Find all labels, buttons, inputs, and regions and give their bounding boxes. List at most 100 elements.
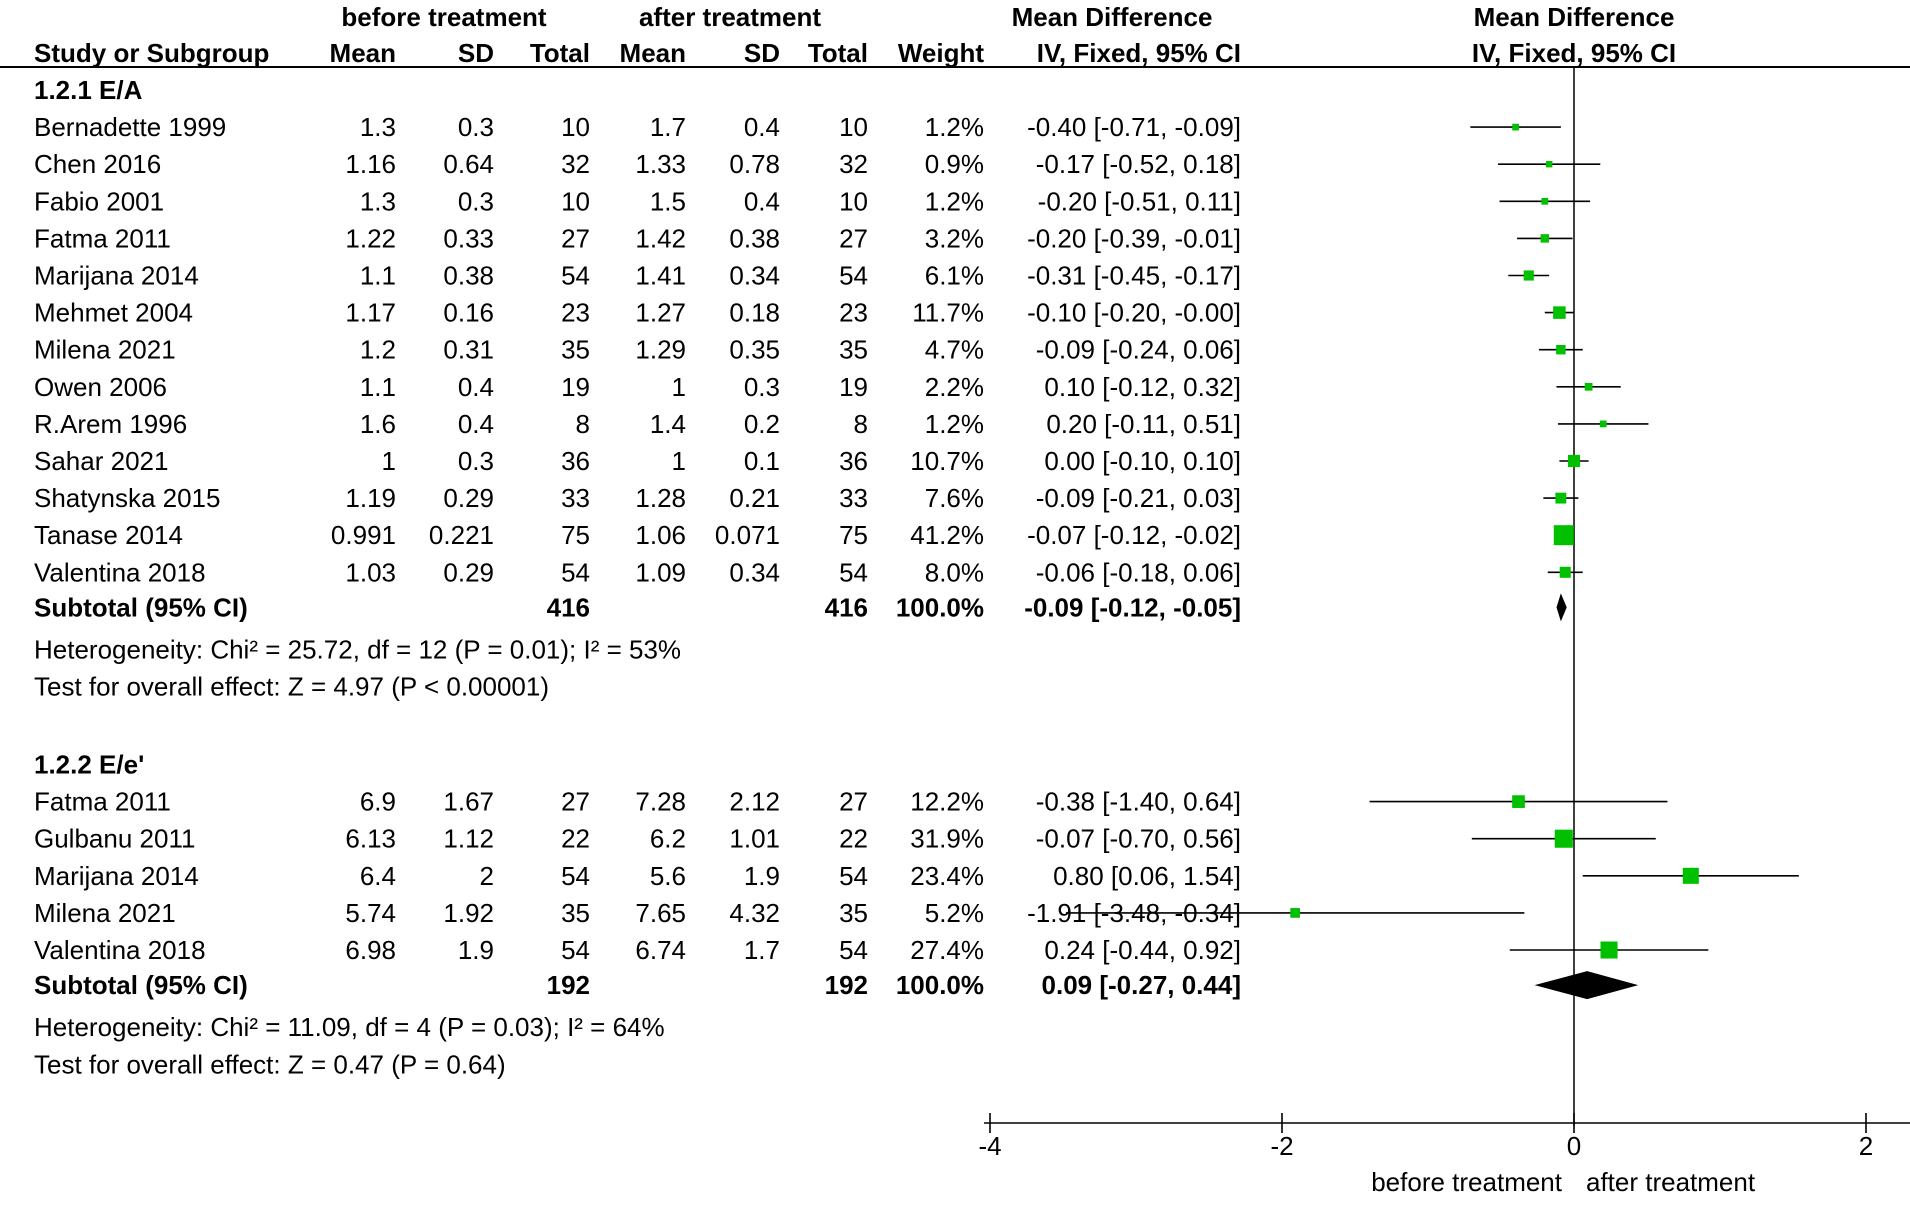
- total-before: 35: [561, 898, 590, 928]
- study-name: Bernadette 1999: [34, 112, 226, 142]
- sd-after: 0.2: [744, 409, 780, 439]
- study-name: Tanase 2014: [34, 520, 183, 550]
- effect-ci: -0.40 [-0.71, -0.09]: [1027, 112, 1241, 142]
- mean-after: 1.5: [650, 186, 686, 216]
- sd-after: 0.071: [715, 520, 780, 550]
- sd-before: 0.16: [443, 298, 494, 328]
- total-before: 27: [561, 787, 590, 817]
- weight: 4.7%: [925, 335, 984, 365]
- sd-before: 0.4: [458, 372, 494, 402]
- study-name: R.Arem 1996: [34, 409, 187, 439]
- total-before: 8: [576, 409, 590, 439]
- heterogeneity-text: Heterogeneity: Chi² = 25.72, df = 12 (P …: [34, 635, 681, 665]
- weight: 10.7%: [910, 446, 984, 476]
- sd-before: 0.31: [443, 335, 494, 365]
- total-before: 54: [561, 557, 590, 587]
- effect-marker: [1540, 234, 1550, 243]
- weight: 12.2%: [910, 787, 984, 817]
- total-after: 32: [839, 149, 868, 179]
- subtotal-weight: 100.0%: [896, 592, 984, 622]
- mean-before: 1.22: [345, 223, 396, 253]
- study-name: Valentina 2018: [34, 557, 206, 587]
- mean-after: 1.09: [635, 557, 686, 587]
- total-before: 32: [561, 149, 590, 179]
- sd-before: 1.67: [443, 787, 494, 817]
- effect-marker: [1567, 454, 1581, 468]
- weight: 5.2%: [925, 898, 984, 928]
- weight: 7.6%: [925, 483, 984, 513]
- effect-ci: 0.80 [0.06, 1.54]: [1053, 861, 1241, 891]
- study-name: Fatma 2011: [34, 787, 171, 817]
- total-after: 54: [839, 261, 868, 291]
- study-name: Mehmet 2004: [34, 298, 193, 328]
- header-col-study: Study or Subgroup: [34, 38, 269, 68]
- sd-before: 0.33: [443, 223, 494, 253]
- effect-marker: [1512, 795, 1525, 808]
- weight: 3.2%: [925, 223, 984, 253]
- header-plot-method: IV, Fixed, 95% CI: [1472, 38, 1676, 68]
- sd-before: 2: [480, 861, 494, 891]
- total-before: 10: [561, 112, 590, 142]
- sd-after: 0.3: [744, 372, 780, 402]
- mean-after: 1.7: [650, 112, 686, 142]
- mean-before: 6.9: [360, 787, 396, 817]
- sd-before: 0.29: [443, 557, 494, 587]
- effect-ci: 0.20 [-0.11, 0.51]: [1046, 409, 1241, 439]
- weight: 27.4%: [910, 935, 984, 965]
- effect-ci: -0.06 [-0.18, 0.06]: [1036, 557, 1241, 587]
- study-name: Owen 2006: [34, 372, 167, 402]
- total-after: 35: [839, 335, 868, 365]
- study-name: Marijana 2014: [34, 861, 199, 891]
- header-col-sd-before: SD: [458, 38, 494, 68]
- subtotal-label: Subtotal (95% CI): [34, 592, 248, 622]
- total-before: 54: [561, 261, 590, 291]
- subgroup-label: 1.2.2 E/e': [34, 750, 144, 780]
- total-before: 54: [561, 861, 590, 891]
- effect-marker: [1556, 344, 1566, 355]
- x-label-before: before treatment: [1371, 1167, 1563, 1197]
- mean-after: 6.74: [635, 935, 686, 965]
- total-before: 19: [561, 372, 590, 402]
- sd-before: 0.4: [458, 409, 494, 439]
- sd-after: 0.1: [744, 446, 780, 476]
- sd-after: 0.78: [729, 149, 780, 179]
- weight: 6.1%: [925, 261, 984, 291]
- mean-before: 1.2: [360, 335, 396, 365]
- sd-after: 0.34: [729, 261, 780, 291]
- heterogeneity-text: Heterogeneity: Chi² = 11.09, df = 4 (P =…: [34, 1012, 665, 1042]
- sd-after: 0.35: [729, 335, 780, 365]
- mean-before: 1.3: [360, 186, 396, 216]
- total-before: 54: [561, 935, 590, 965]
- study-name: Milena 2021: [34, 898, 176, 928]
- total-before: 35: [561, 335, 590, 365]
- subtotal-total-before: 416: [547, 592, 590, 622]
- header-col-total-after: Total: [808, 38, 868, 68]
- effect-marker: [1600, 941, 1618, 959]
- effect-ci: 0.10 [-0.12, 0.32]: [1044, 372, 1241, 402]
- mean-after: 1.41: [635, 261, 686, 291]
- sd-after: 2.12: [729, 787, 780, 817]
- subtotal-diamond: [1534, 971, 1639, 1000]
- sd-before: 0.64: [443, 149, 494, 179]
- effect-marker: [1545, 161, 1553, 168]
- weight: 23.4%: [910, 861, 984, 891]
- total-before: 22: [561, 824, 590, 854]
- header-md-title: Mean Difference: [1012, 2, 1213, 32]
- effect-marker: [1599, 420, 1607, 428]
- header-col-weight: Weight: [898, 38, 985, 68]
- header-plot-title: Mean Difference: [1474, 2, 1675, 32]
- total-after: 22: [839, 824, 868, 854]
- effect-marker: [1553, 525, 1574, 546]
- sd-after: 0.21: [729, 483, 780, 513]
- weight: 1.2%: [925, 409, 984, 439]
- mean-before: 1.19: [345, 483, 396, 513]
- mean-after: 1.06: [635, 520, 686, 550]
- x-label-after: after treatment: [1586, 1167, 1756, 1197]
- study-name: Sahar 2021: [34, 446, 168, 476]
- total-after: 27: [839, 223, 868, 253]
- mean-after: 1.27: [635, 298, 686, 328]
- study-name: Milena 2021: [34, 335, 176, 365]
- mean-after: 1.28: [635, 483, 686, 513]
- weight: 1.2%: [925, 186, 984, 216]
